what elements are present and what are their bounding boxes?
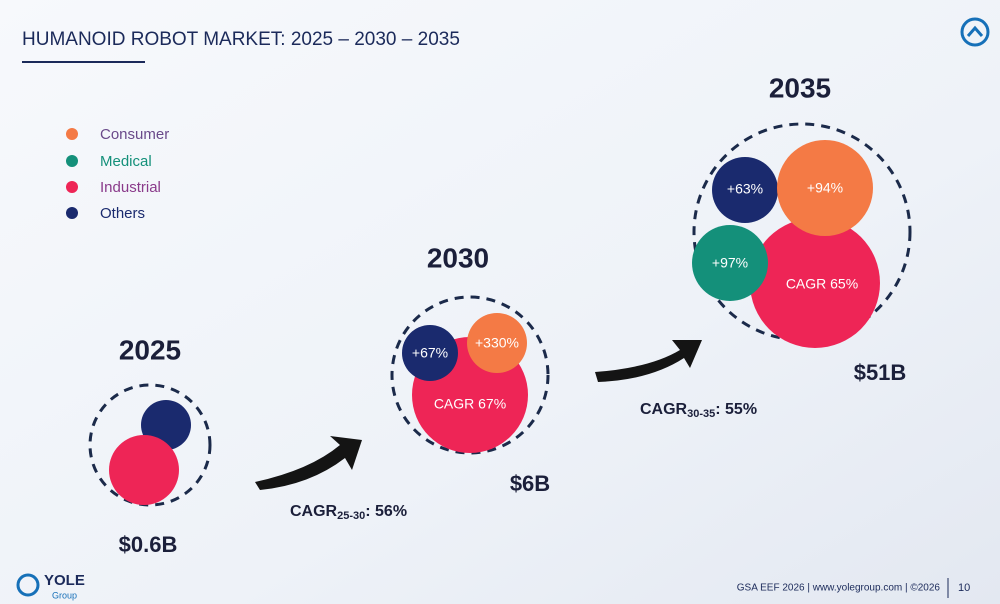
legend-dot <box>66 155 78 167</box>
legend-dot <box>66 207 78 219</box>
legend-dot <box>66 181 78 193</box>
bubble-label: +67% <box>412 345 448 361</box>
cagr: CAGR <box>640 401 688 418</box>
total: $51B <box>854 360 907 385</box>
cagr-sub: 30-35 <box>687 408 715 420</box>
bubble-label: CAGR 67% <box>434 396 506 412</box>
bubble-label: +330% <box>475 335 519 351</box>
legend-label: Consumer <box>100 126 169 143</box>
bubble <box>712 157 778 223</box>
outline <box>390 295 550 455</box>
bubble <box>109 435 179 505</box>
bubble-label: +94% <box>807 180 843 196</box>
title: HUMANOID ROBOT MARKET: 2025 – 2030 – 203… <box>22 29 460 50</box>
bubble-label: +63% <box>727 181 763 197</box>
page-number: 10 <box>958 582 970 594</box>
outline <box>88 383 212 507</box>
year: 2035 <box>769 72 831 103</box>
logo-sub: Group <box>52 590 77 600</box>
logo: YOLE <box>44 572 85 589</box>
total: $6B <box>510 471 550 496</box>
year: 2030 <box>427 242 489 273</box>
bubble <box>692 225 768 301</box>
outline <box>692 122 912 342</box>
legend-dot <box>66 128 78 140</box>
cagr-value: : 56% <box>365 503 407 520</box>
cagr: CAGR <box>290 503 338 520</box>
cagr-sub: 25-30 <box>337 510 365 522</box>
cagr-label: CAGR30-35: 55% <box>640 401 757 420</box>
bubble <box>402 325 458 381</box>
bubble-label: +97% <box>712 255 748 271</box>
bubble <box>777 140 873 236</box>
legend: Consumer Medical Industrial Others <box>66 126 169 222</box>
legend-label: Industrial <box>100 179 161 196</box>
legend-label: Medical <box>100 153 152 170</box>
arrow <box>255 436 362 490</box>
bubble <box>467 313 527 373</box>
cagr-value: : 55% <box>715 401 757 418</box>
total: $0.6B <box>119 532 178 557</box>
logo-icon <box>16 573 40 597</box>
bubble <box>750 218 880 348</box>
nav-icon[interactable] <box>960 17 990 47</box>
bubble-label: CAGR 65% <box>786 276 858 292</box>
legend-label: Others <box>100 205 145 222</box>
cagr-label: CAGR25-30: 56% <box>290 503 407 522</box>
footer-source: GSA EEF 2026 | www.yolegroup.com | ©2026 <box>737 583 941 594</box>
year: 2025 <box>119 334 181 365</box>
arrow <box>595 340 702 382</box>
